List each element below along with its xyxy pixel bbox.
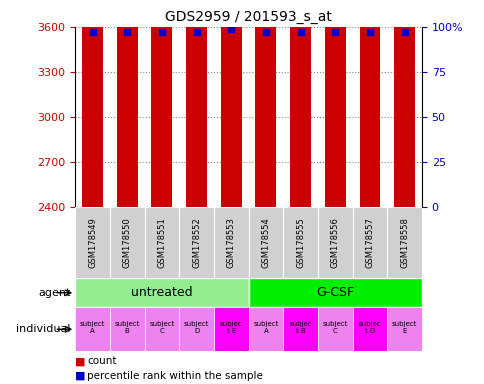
Text: G-CSF: G-CSF xyxy=(316,286,354,299)
Bar xyxy=(248,307,283,351)
Bar xyxy=(283,307,318,351)
Bar xyxy=(248,278,421,307)
Text: subject
C: subject C xyxy=(322,321,347,334)
Bar xyxy=(75,278,248,307)
Bar xyxy=(213,307,248,351)
Text: GSM178554: GSM178554 xyxy=(261,217,270,268)
Bar xyxy=(109,307,144,351)
Bar xyxy=(393,0,414,207)
Text: count: count xyxy=(87,356,117,366)
Text: subjec
t D: subjec t D xyxy=(358,321,380,334)
Bar xyxy=(324,0,345,207)
Bar xyxy=(283,207,318,278)
Bar xyxy=(151,0,172,207)
Bar xyxy=(144,307,179,351)
Text: GSM178555: GSM178555 xyxy=(295,217,304,268)
Text: GSM178558: GSM178558 xyxy=(399,217,408,268)
Text: subject
D: subject D xyxy=(183,321,209,334)
Text: subject
C: subject C xyxy=(149,321,174,334)
Text: subjec
t B: subjec t B xyxy=(288,321,311,334)
Bar xyxy=(318,307,352,351)
Text: GSM178552: GSM178552 xyxy=(192,217,201,268)
Bar xyxy=(386,307,421,351)
Bar xyxy=(117,0,137,207)
Bar xyxy=(386,207,421,278)
Text: subject
A: subject A xyxy=(253,321,278,334)
Text: untreated: untreated xyxy=(131,286,192,299)
Bar xyxy=(255,0,276,207)
Bar xyxy=(186,0,207,207)
Bar xyxy=(179,307,213,351)
Text: GSM178557: GSM178557 xyxy=(364,217,374,268)
Bar xyxy=(352,207,386,278)
Bar xyxy=(318,207,352,278)
Text: GSM178551: GSM178551 xyxy=(157,217,166,268)
Bar xyxy=(75,307,109,351)
Text: subject
B: subject B xyxy=(114,321,139,334)
Text: individual: individual xyxy=(16,324,70,334)
Bar xyxy=(179,207,213,278)
Bar xyxy=(359,0,379,207)
Title: GDS2959 / 201593_s_at: GDS2959 / 201593_s_at xyxy=(165,10,332,25)
Text: GSM178553: GSM178553 xyxy=(226,217,235,268)
Bar xyxy=(289,0,310,207)
Text: GSM178550: GSM178550 xyxy=(122,217,132,268)
Text: ■: ■ xyxy=(75,356,89,366)
Bar xyxy=(352,307,386,351)
Bar xyxy=(213,207,248,278)
Text: agent: agent xyxy=(38,288,70,298)
Text: GSM178556: GSM178556 xyxy=(330,217,339,268)
Text: ■: ■ xyxy=(75,371,89,381)
Bar xyxy=(220,0,241,207)
Bar xyxy=(109,207,144,278)
Text: GSM178549: GSM178549 xyxy=(88,217,97,268)
Text: percentile rank within the sample: percentile rank within the sample xyxy=(87,371,263,381)
Bar xyxy=(82,0,103,207)
Text: subjec
t E: subjec t E xyxy=(219,321,242,334)
Bar xyxy=(144,207,179,278)
Bar xyxy=(248,207,283,278)
Text: subject
A: subject A xyxy=(80,321,105,334)
Text: subject
E: subject E xyxy=(391,321,416,334)
Bar xyxy=(75,207,109,278)
